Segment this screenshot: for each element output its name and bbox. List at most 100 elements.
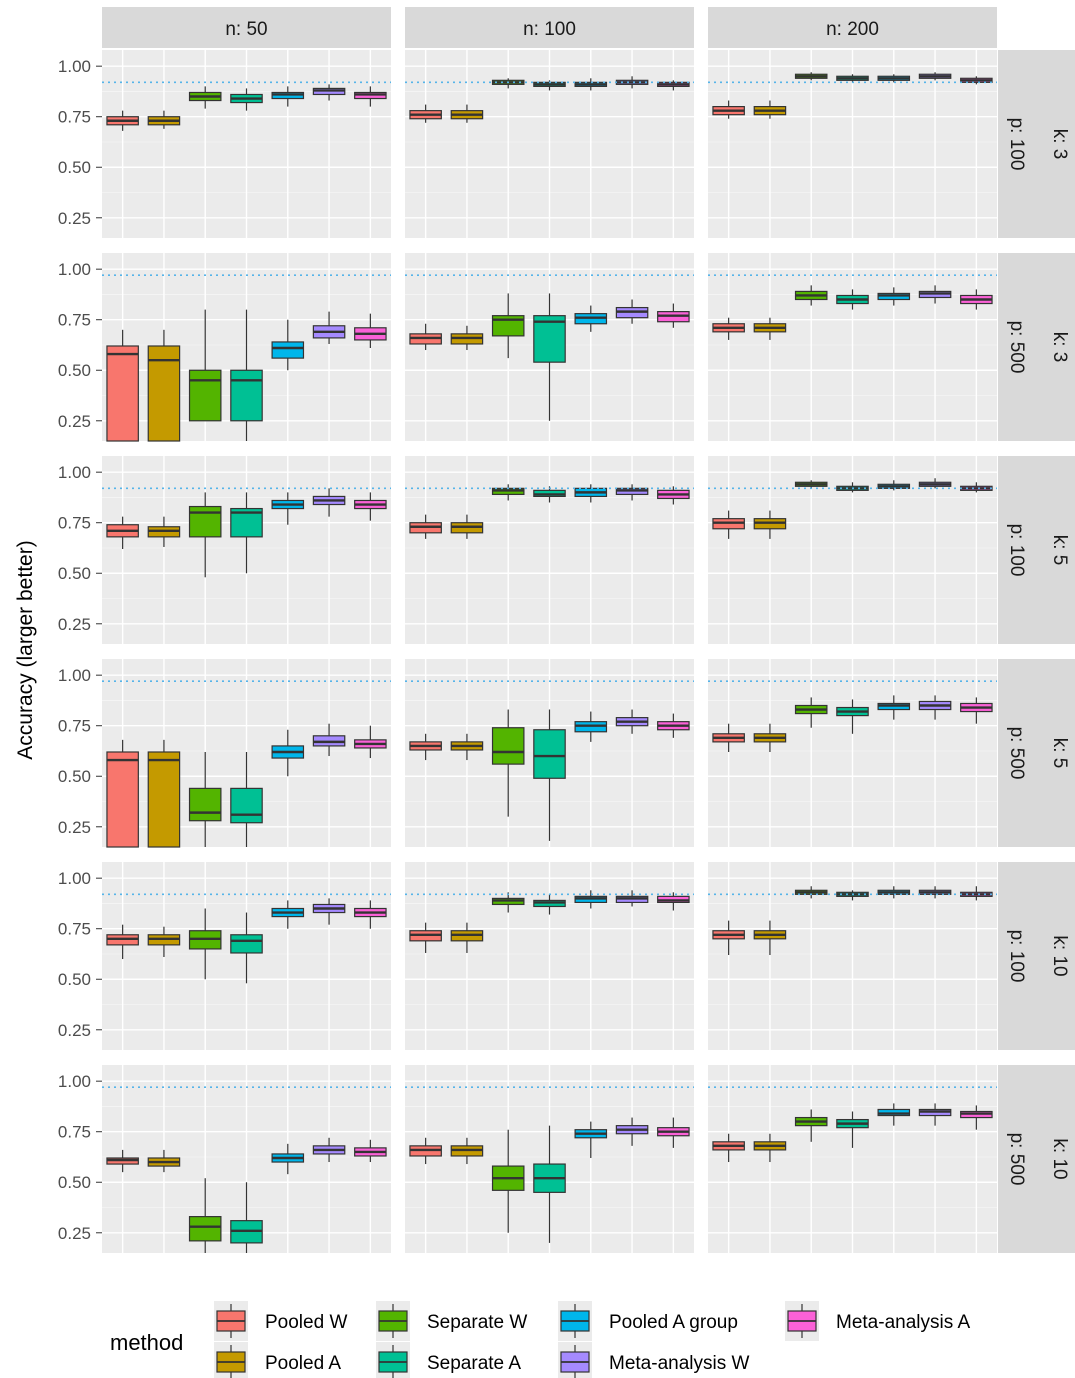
box-pooled-a xyxy=(450,514,484,539)
box-meta-analysis-a xyxy=(354,725,387,759)
box-pooled-a xyxy=(147,516,181,547)
facet-panel xyxy=(102,1065,391,1253)
box-iqr xyxy=(533,729,566,779)
box-separate-a xyxy=(533,1125,566,1243)
box-pooled-a xyxy=(147,110,181,129)
box-separate-w xyxy=(188,908,222,980)
y-tick-label: 0.25 xyxy=(58,412,91,431)
legend: method Pooled W Pooled A Separate W Separat… xyxy=(110,1301,970,1378)
facet-panel xyxy=(405,862,694,1050)
row-strip-label-p: p: 100 xyxy=(1006,930,1027,983)
box-iqr xyxy=(230,934,263,954)
facet-panel xyxy=(708,659,997,847)
y-tick-label: 1.00 xyxy=(58,666,91,685)
facet-panel xyxy=(708,50,997,238)
box-pooled-a xyxy=(147,926,181,958)
box-separate-a xyxy=(230,492,263,574)
box-meta-analysis-w xyxy=(312,311,346,344)
box-meta-analysis-w xyxy=(615,1117,649,1146)
box-separate-a xyxy=(533,709,566,841)
facet-panel xyxy=(708,456,997,644)
box-separate-w xyxy=(491,1129,525,1233)
box-separate-a xyxy=(836,1111,869,1148)
facet-panel xyxy=(405,456,694,644)
facet-panel xyxy=(405,659,694,847)
box-pooled-a-group xyxy=(574,78,608,91)
box-pooled-a-group xyxy=(271,492,305,525)
box-pooled-w xyxy=(106,1149,139,1173)
box-pooled-a xyxy=(450,1137,484,1165)
row-strip-label-k: k: 5 xyxy=(1049,535,1070,566)
row-strip xyxy=(998,253,1075,441)
box-separate-w xyxy=(188,86,222,109)
box-separate-w xyxy=(188,309,222,422)
y-tick-label: 0.50 xyxy=(58,970,91,989)
box-iqr xyxy=(188,787,222,822)
box-separate-a xyxy=(836,699,869,734)
box-separate-w xyxy=(188,751,222,847)
box-pooled-a-group xyxy=(271,729,305,777)
legend-item: Pooled A group xyxy=(558,1301,738,1341)
box-pooled-a xyxy=(450,922,484,953)
box-pooled-a xyxy=(753,510,787,539)
box-meta-analysis-a xyxy=(354,900,387,929)
box-meta-analysis-w xyxy=(615,890,649,907)
box-pooled-a-group xyxy=(574,711,608,742)
legend-item: Pooled W xyxy=(214,1301,347,1341)
row-strip-label-p: p: 500 xyxy=(1006,321,1027,374)
box-separate-w xyxy=(188,1178,222,1253)
box-meta-analysis-w xyxy=(312,898,346,925)
box-separate-w xyxy=(491,293,525,359)
legend-label: Pooled A group xyxy=(609,1312,738,1333)
box-separate-a xyxy=(533,894,566,915)
y-tick-label: 0.25 xyxy=(58,1224,91,1243)
box-pooled-w xyxy=(712,510,745,539)
box-iqr xyxy=(230,369,263,422)
box-pooled-a-group xyxy=(271,86,305,107)
row-strip-label-k: k: 5 xyxy=(1049,738,1070,769)
box-separate-w xyxy=(188,492,222,578)
box-pooled-a-group xyxy=(271,1143,305,1175)
y-tick-label: 0.75 xyxy=(58,108,91,127)
box-separate-a xyxy=(836,74,869,83)
box-iqr xyxy=(188,1216,222,1242)
box-separate-w xyxy=(794,480,828,489)
box-meta-analysis-a xyxy=(354,86,387,107)
box-meta-analysis-w xyxy=(918,72,952,81)
box-pooled-w xyxy=(712,723,745,752)
y-tick-label: 0.25 xyxy=(58,615,91,634)
row-strip xyxy=(998,50,1075,238)
box-pooled-a-group xyxy=(574,890,608,909)
box-meta-analysis-a xyxy=(657,713,690,738)
box-meta-analysis-w xyxy=(312,1137,346,1163)
box-pooled-a xyxy=(753,920,787,955)
box-separate-a xyxy=(533,293,566,421)
y-tick-label: 0.75 xyxy=(58,1123,91,1142)
box-separate-a xyxy=(230,751,263,847)
box-meta-analysis-w xyxy=(918,285,952,304)
box-pooled-w xyxy=(712,1133,745,1163)
row-strip-label-k: k: 10 xyxy=(1049,1138,1070,1179)
legend-label: Separate W xyxy=(427,1312,527,1333)
legend-item: Separate A xyxy=(376,1342,521,1378)
col-strip xyxy=(405,7,694,48)
legend-label: Separate A xyxy=(427,1353,521,1374)
row-strip xyxy=(998,1065,1075,1253)
box-pooled-w xyxy=(106,329,139,442)
box-pooled-w xyxy=(409,104,442,123)
facet-panel xyxy=(102,253,391,442)
box-pooled-a xyxy=(450,104,484,123)
box-meta-analysis-a xyxy=(354,1139,387,1163)
box-iqr xyxy=(271,341,305,359)
box-separate-w xyxy=(794,285,828,306)
box-separate-a xyxy=(230,912,263,984)
col-strip xyxy=(708,7,997,48)
y-axis-layer: Accuracy (larger better) 0.25 0.50 0.75 1.0… xyxy=(14,57,102,1243)
facet-panel xyxy=(102,862,391,1050)
box-meta-analysis-w xyxy=(918,695,952,720)
box-pooled-a xyxy=(450,733,484,761)
box-pooled-a-group xyxy=(877,287,911,306)
box-meta-analysis-a xyxy=(657,1117,690,1148)
y-tick-label: 0.75 xyxy=(58,311,91,330)
box-pooled-a-group xyxy=(877,480,911,491)
